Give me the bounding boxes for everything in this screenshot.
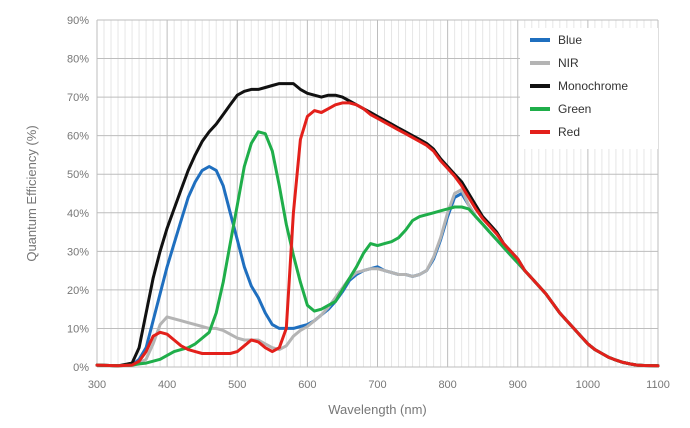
- y-tick-label: 0%: [73, 362, 89, 374]
- y-tick-label: 20%: [67, 285, 89, 297]
- y-tick-label: 40%: [67, 208, 89, 220]
- y-axis-title: Quantum Efficiency (%): [24, 125, 39, 261]
- y-tick-label: 30%: [67, 246, 89, 258]
- x-tick-label: 700: [368, 379, 386, 391]
- x-tick-label: 1100: [646, 379, 670, 391]
- x-tick-label: 300: [88, 379, 106, 391]
- legend-label-monochrome: Monochrome: [558, 79, 628, 93]
- x-tick-label: 500: [228, 379, 246, 391]
- y-tick-label: 90%: [67, 15, 89, 27]
- y-tick-label: 70%: [67, 92, 89, 104]
- series-line-red: [95, 101, 660, 368]
- y-tick-label: 80%: [67, 54, 89, 66]
- x-tick-label: 1000: [576, 379, 600, 391]
- x-tick-label: 400: [158, 379, 176, 391]
- y-tick-label: 60%: [67, 131, 89, 143]
- series-lines: [95, 82, 660, 368]
- x-tick-label: 600: [298, 379, 316, 391]
- x-axis-title: Wavelength (nm): [328, 402, 427, 417]
- y-tick-label: 10%: [67, 323, 89, 335]
- y-tick-label: 50%: [67, 169, 89, 181]
- legend-box: [520, 28, 658, 149]
- legend-label-blue: Blue: [558, 33, 582, 47]
- axes: 0% 10% 20% 30% 40% 50% 60% 70% 80% 90% 300 400 500 60…: [67, 15, 670, 391]
- x-tick-label: 900: [509, 379, 527, 391]
- legend-label-red: Red: [558, 125, 580, 139]
- legend: Blue NIR Monochrome Green Red: [520, 28, 658, 149]
- legend-label-nir: NIR: [558, 56, 579, 70]
- x-tick-label: 800: [438, 379, 456, 391]
- legend-label-green: Green: [558, 102, 591, 116]
